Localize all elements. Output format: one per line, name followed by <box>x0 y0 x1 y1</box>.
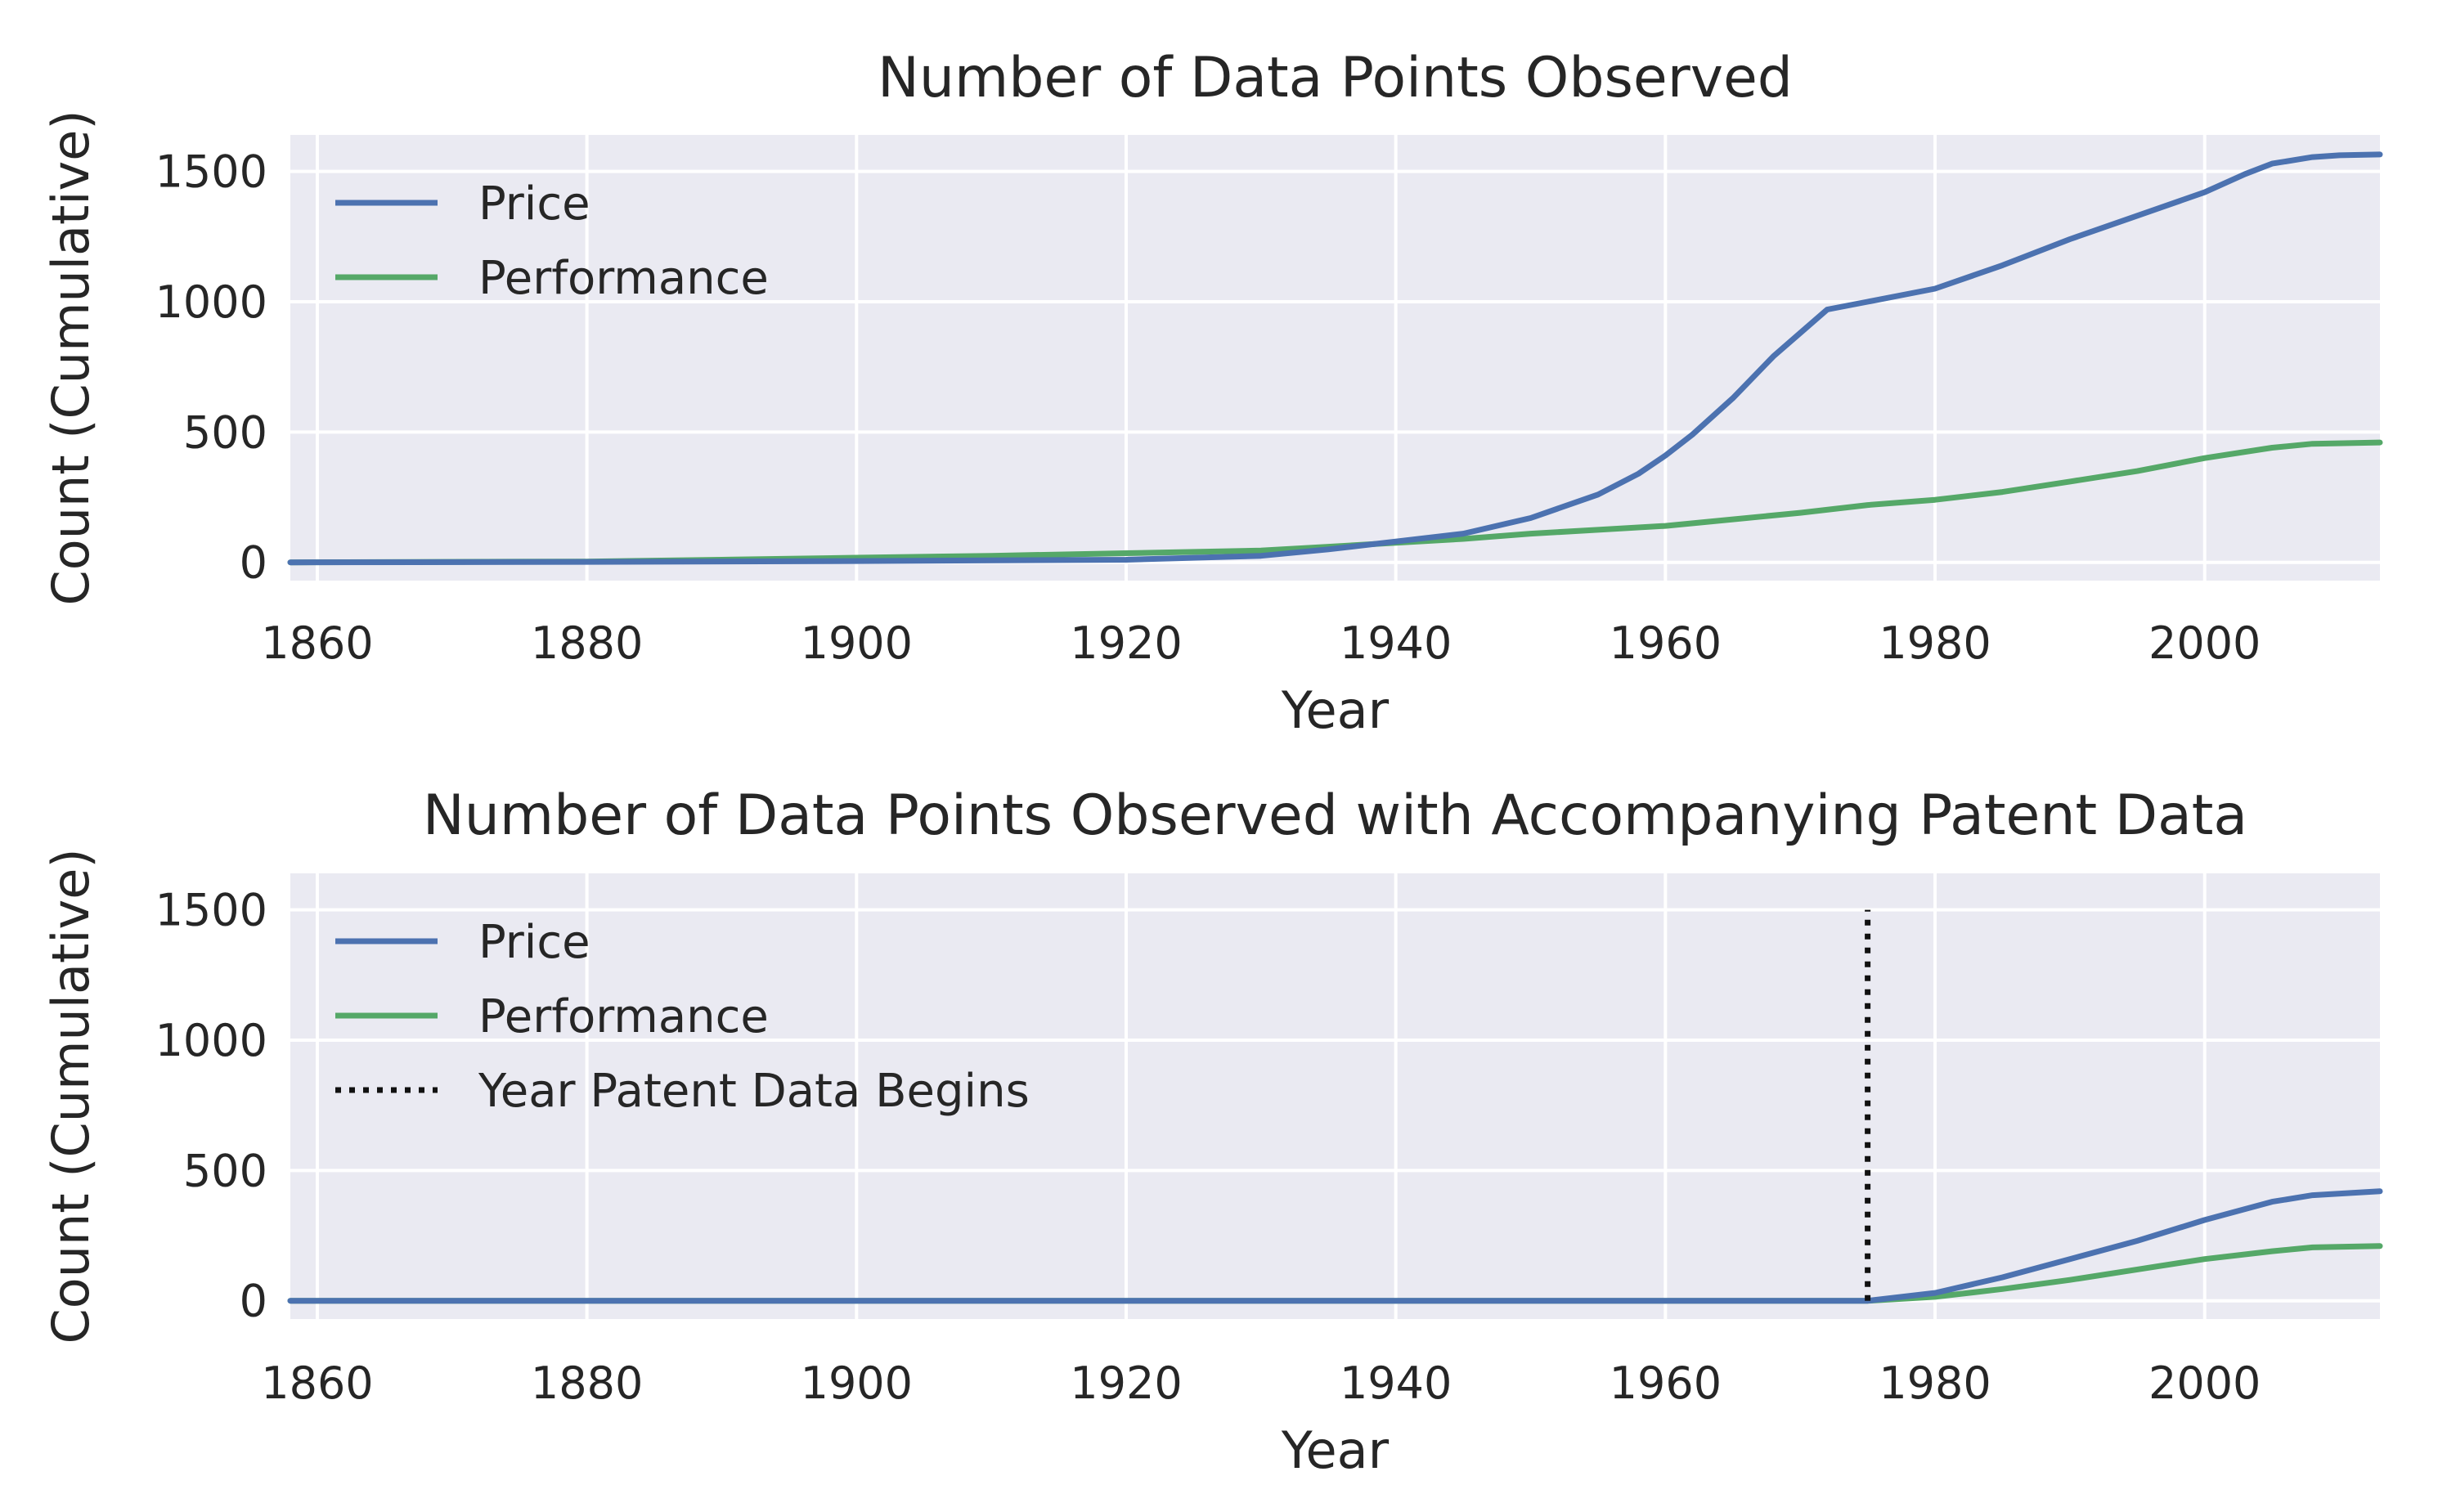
series-line-performance <box>287 439 2383 566</box>
legend-label: Performance <box>478 252 769 305</box>
series-line-price <box>287 151 2383 566</box>
chart-price-performance-counts: 1860 1880 1900 1920 1940 1960 1980 2000 0 500 1000… <box>41 46 2383 740</box>
tick-labels: 1860 1880 1900 1920 1940 1960 1980 2000 0 500 1000… <box>155 146 2261 669</box>
legend: Price Performance Year Patent Data Begins <box>335 916 1030 1118</box>
grid-lines <box>290 135 2380 581</box>
legend-label: Year Patent Data Begins <box>478 1065 1030 1118</box>
chart-title: Number of Data Points Observed <box>878 46 1793 110</box>
chart-patent-data-counts: 1860 1880 1900 1920 1940 1960 1980 2000 0 500 1000… <box>41 783 2383 1480</box>
x-tick-label: 1940 <box>1340 617 1452 669</box>
legend-label: Performance <box>478 990 769 1043</box>
legend-label: Price <box>478 177 590 231</box>
y-tick-label: 1000 <box>155 276 267 328</box>
y-axis-label: Count (Cumulative) <box>41 848 101 1344</box>
series-line-price <box>287 1188 2383 1304</box>
series-layer <box>287 151 2383 566</box>
y-tick-label: 0 <box>240 537 267 589</box>
x-tick-label: 1880 <box>531 617 643 669</box>
series-layer <box>287 909 2383 1304</box>
x-tick-label: 2000 <box>2148 617 2261 669</box>
x-tick-label: 1920 <box>1070 617 1182 669</box>
plot-background <box>290 873 2380 1319</box>
x-tick-label: 1980 <box>1879 1357 1991 1409</box>
y-axis-label: Count (Cumulative) <box>41 110 101 605</box>
x-tick-label: 1940 <box>1340 1357 1452 1409</box>
x-tick-label: 1980 <box>1879 617 1991 669</box>
x-tick-label: 2000 <box>2148 1357 2261 1409</box>
x-tick-label: 1860 <box>261 1357 373 1409</box>
x-tick-label: 1900 <box>801 1357 913 1409</box>
x-tick-label: 1880 <box>531 1357 643 1409</box>
x-tick-label: 1960 <box>1610 1357 1722 1409</box>
x-tick-label: 1860 <box>261 617 373 669</box>
y-tick-label: 1000 <box>155 1015 267 1066</box>
y-tick-label: 0 <box>240 1276 267 1327</box>
x-tick-label: 1920 <box>1070 1357 1182 1409</box>
plot-background <box>290 135 2380 581</box>
x-tick-label: 1960 <box>1610 617 1722 669</box>
chart-title: Number of Data Points Observed with Acco… <box>423 783 2247 848</box>
x-tick-label: 1900 <box>801 617 913 669</box>
y-tick-label: 1500 <box>155 885 267 936</box>
x-axis-label: Year <box>1281 1420 1390 1480</box>
legend-label: Price <box>478 916 590 969</box>
y-tick-label: 500 <box>183 1145 267 1196</box>
tick-labels: 1860 1880 1900 1920 1940 1960 1980 2000 0 500 1000… <box>155 885 2261 1409</box>
legend: Price Performance <box>335 177 769 305</box>
x-axis-label: Year <box>1281 680 1390 740</box>
y-tick-label: 1500 <box>155 146 267 198</box>
y-tick-label: 500 <box>183 406 267 458</box>
